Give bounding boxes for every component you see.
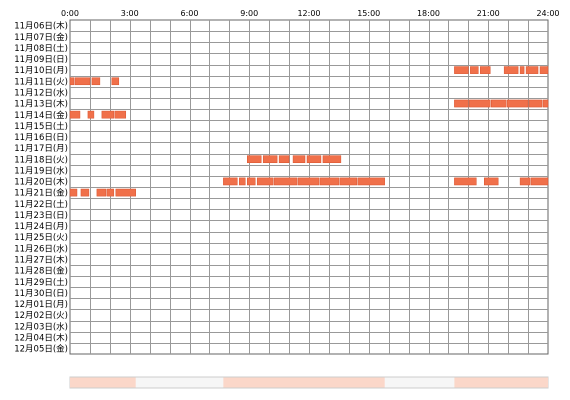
row-label: 11月25日(火) xyxy=(14,233,68,243)
activity-bar xyxy=(273,177,298,186)
x-tick-label: 24:00 xyxy=(536,9,559,18)
activity-bar xyxy=(223,177,238,186)
row-label: 11月07日(金) xyxy=(14,32,68,43)
row-label: 11月28日(金) xyxy=(14,266,68,277)
activity-bar xyxy=(91,77,101,86)
row-label: 11月21日(金) xyxy=(14,188,68,199)
activity-bar xyxy=(470,66,479,74)
row-label: 11月14日(金) xyxy=(14,110,68,121)
x-tick-label: 21:00 xyxy=(477,9,500,18)
x-tick-label: 9:00 xyxy=(240,9,258,18)
activity-bar xyxy=(322,155,342,163)
activity-bar xyxy=(278,155,290,163)
activity-bar xyxy=(247,155,262,163)
row-label: 12月03日(水) xyxy=(14,321,68,332)
activity-bar xyxy=(503,66,519,74)
row-label: 11月13日(木) xyxy=(14,99,68,110)
activity-bar xyxy=(69,110,81,119)
row-label: 11月12日(水) xyxy=(14,87,68,98)
x-tick-label: 12:00 xyxy=(297,9,320,18)
row-label: 12月02日(火) xyxy=(14,311,68,321)
row-label: 11月22日(土) xyxy=(14,199,68,210)
activity-bar xyxy=(96,188,107,197)
activity-bar xyxy=(484,177,499,186)
activity-bar xyxy=(454,66,469,74)
activity-bar xyxy=(111,77,120,86)
activity-bar xyxy=(480,66,491,74)
activity-bar xyxy=(101,110,115,119)
row-label: 12月01日(月) xyxy=(14,300,68,310)
activity-bar xyxy=(106,188,115,197)
row-label: 11月06日(木) xyxy=(14,21,68,32)
activity-bar xyxy=(454,177,477,186)
chart-grid xyxy=(69,19,549,355)
x-tick-label: 15:00 xyxy=(357,9,380,18)
activity-bar xyxy=(80,188,90,197)
row-label: 11月09日(日) xyxy=(14,55,68,65)
activity-bar xyxy=(490,99,507,108)
row-label: 11月23日(日) xyxy=(14,211,68,221)
activity-bar xyxy=(297,177,320,186)
activity-bar xyxy=(542,99,549,108)
row-labels: 11月06日(木)11月07日(金)11月08日(土)11月09日(日)11月1… xyxy=(14,21,68,355)
row-label: 11月15日(土) xyxy=(14,121,68,132)
summary-segment xyxy=(223,377,385,388)
row-label: 11月17日(月) xyxy=(14,144,68,154)
row-label: 11月30日(日) xyxy=(14,289,68,299)
activity-bar xyxy=(528,99,543,108)
row-label: 11月19日(水) xyxy=(14,165,68,176)
activity-bar xyxy=(357,177,385,186)
activity-bar xyxy=(262,155,278,163)
activity-bar xyxy=(247,177,256,186)
activity-bar xyxy=(74,77,91,86)
activity-bar xyxy=(519,177,531,186)
row-label: 11月24日(月) xyxy=(14,222,68,232)
activity-bar xyxy=(256,177,274,186)
activity-bar xyxy=(87,110,95,119)
summary-segment xyxy=(70,377,136,388)
summary-strip xyxy=(69,376,549,389)
activity-bar xyxy=(306,155,322,163)
row-label: 12月04日(木) xyxy=(14,332,68,343)
x-tick-label: 0:00 xyxy=(61,9,79,18)
row-label: 11月08日(土) xyxy=(14,43,68,54)
activity-bar xyxy=(319,177,340,186)
x-tick-label: 3:00 xyxy=(121,9,139,18)
activity-bar xyxy=(339,177,358,186)
row-label: 11月29日(土) xyxy=(14,277,68,288)
activity-bar xyxy=(292,155,306,163)
activity-bar xyxy=(239,177,246,186)
activity-bar xyxy=(469,99,491,108)
activity-bar xyxy=(506,99,529,108)
row-label: 11月18日(火) xyxy=(14,155,68,165)
row-label: 11月27日(木) xyxy=(14,254,68,265)
activity-bar xyxy=(114,110,127,119)
activity-bar xyxy=(539,66,549,74)
row-label: 11月10日(月) xyxy=(14,66,68,76)
row-label: 11月16日(日) xyxy=(14,133,68,143)
x-axis-ticks: 0:00 3:00 6:00 9:00 12:00 15:00 18:00 21:00 24:0… xyxy=(61,9,560,18)
activity-bar xyxy=(69,188,78,197)
activity-bar xyxy=(525,66,539,74)
activity-bar xyxy=(115,188,136,197)
row-label: 12月05日(金) xyxy=(14,344,68,355)
x-tick-label: 18:00 xyxy=(417,9,440,18)
activity-bars xyxy=(69,66,549,197)
row-label: 11月20日(木) xyxy=(14,177,68,188)
activity-bar xyxy=(530,177,549,186)
activity-bar xyxy=(519,66,525,74)
x-tick-label: 6:00 xyxy=(181,9,199,18)
row-label: 11月11日(火) xyxy=(14,77,68,87)
row-label: 11月26日(水) xyxy=(14,243,68,254)
activity-bar xyxy=(69,77,75,86)
summary-segment xyxy=(454,377,548,388)
activity-bar xyxy=(454,99,469,108)
